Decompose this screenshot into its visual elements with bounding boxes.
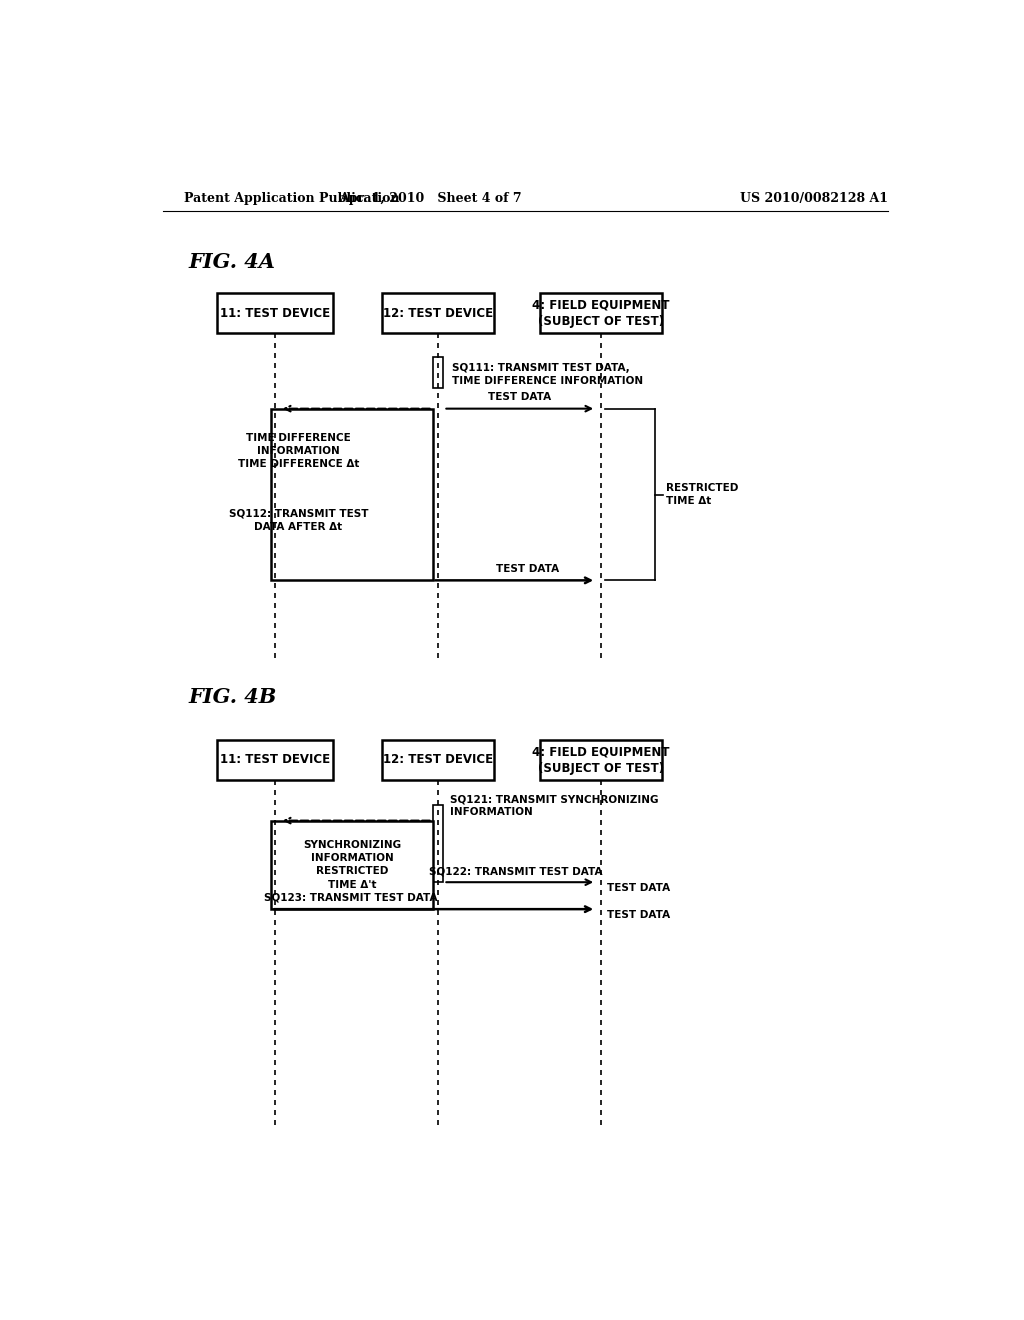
Text: RESTRICTED
TIME Δt: RESTRICTED TIME Δt: [666, 483, 738, 506]
Text: FIG. 4A: FIG. 4A: [188, 252, 275, 272]
Text: TEST DATA: TEST DATA: [496, 564, 559, 574]
Text: 4: FIELD EQUIPMENT
(SUBJECT OF TEST): 4: FIELD EQUIPMENT (SUBJECT OF TEST): [532, 298, 670, 327]
Text: SQ121: TRANSMIT SYNCHRONIZING
INFORMATION: SQ121: TRANSMIT SYNCHRONIZING INFORMATIO…: [450, 795, 658, 817]
Text: 4: FIELD EQUIPMENT
(SUBJECT OF TEST): 4: FIELD EQUIPMENT (SUBJECT OF TEST): [532, 744, 670, 775]
Text: TEST DATA: TEST DATA: [607, 883, 670, 894]
Text: FIG. 4B: FIG. 4B: [188, 688, 276, 708]
Text: SQ123: TRANSMIT TEST DATA: SQ123: TRANSMIT TEST DATA: [263, 894, 437, 903]
Text: Apr. 1, 2010   Sheet 4 of 7: Apr. 1, 2010 Sheet 4 of 7: [339, 191, 521, 205]
Text: 12: TEST DEVICE: 12: TEST DEVICE: [383, 306, 494, 319]
Text: TEST DATA: TEST DATA: [607, 911, 670, 920]
Bar: [382, 293, 495, 333]
Bar: [382, 739, 495, 780]
Bar: [217, 739, 334, 780]
Text: 11: TEST DEVICE: 11: TEST DEVICE: [220, 754, 331, 767]
Bar: [432, 805, 443, 882]
Text: SQ112: TRANSMIT TEST
DATA AFTER Δt: SQ112: TRANSMIT TEST DATA AFTER Δt: [228, 508, 369, 532]
Text: TIME DIFFERENCE
INFORMATION
TIME DIFFERENCE Δt: TIME DIFFERENCE INFORMATION TIME DIFFERE…: [238, 433, 359, 469]
Bar: [271, 409, 432, 581]
Bar: [540, 293, 662, 333]
Text: SQ111: TRANSMIT TEST DATA,
TIME DIFFERENCE INFORMATION: SQ111: TRANSMIT TEST DATA, TIME DIFFEREN…: [452, 363, 643, 385]
Text: US 2010/0082128 A1: US 2010/0082128 A1: [740, 191, 888, 205]
Bar: [432, 358, 443, 388]
Text: 12: TEST DEVICE: 12: TEST DEVICE: [383, 754, 494, 767]
Bar: [217, 293, 334, 333]
Bar: [540, 739, 662, 780]
Text: TEST DATA: TEST DATA: [487, 392, 551, 403]
Text: 11: TEST DEVICE: 11: TEST DEVICE: [220, 306, 331, 319]
Bar: [271, 821, 432, 909]
Text: Patent Application Publication: Patent Application Publication: [183, 191, 399, 205]
Text: SYNCHRONIZING
INFORMATION
RESTRICTED
TIME Δ't: SYNCHRONIZING INFORMATION RESTRICTED TIM…: [303, 840, 401, 890]
Text: SQ122: TRANSMIT TEST DATA: SQ122: TRANSMIT TEST DATA: [429, 866, 602, 876]
